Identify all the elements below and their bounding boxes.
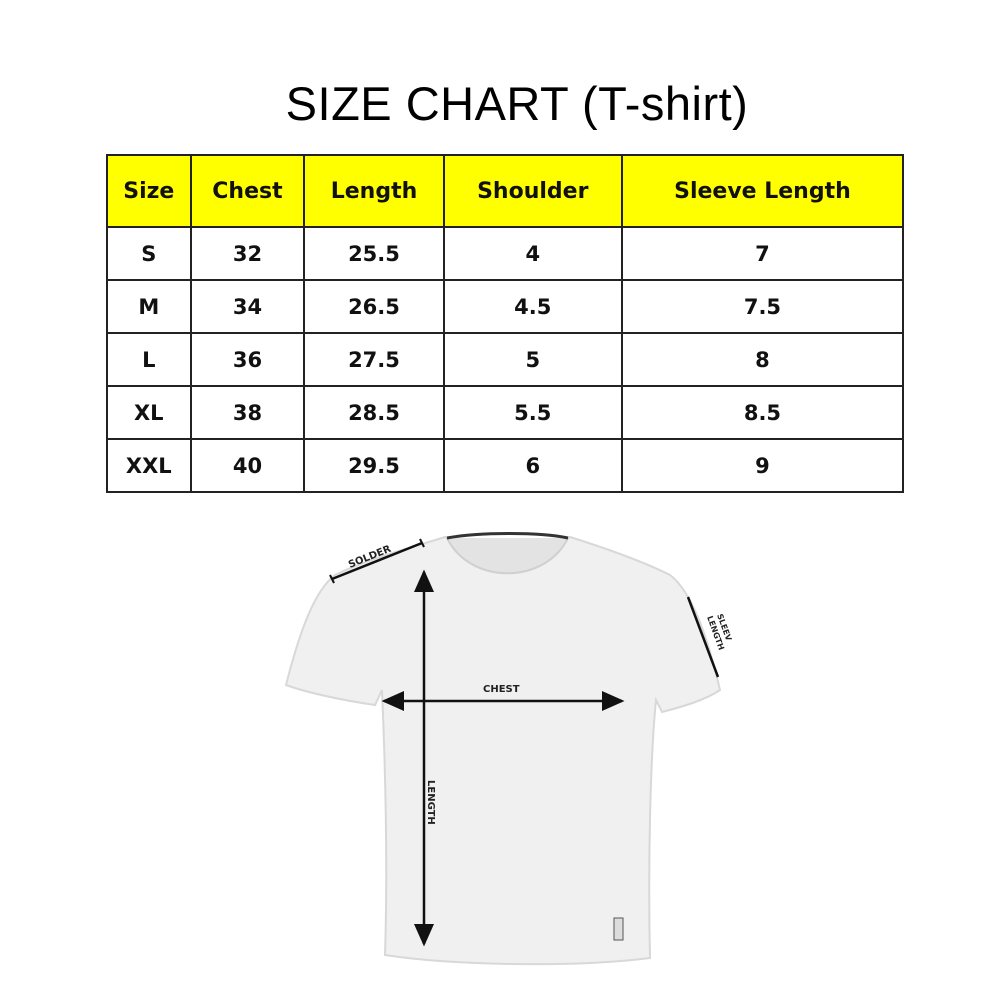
table-cell: L [106,332,192,387]
table-cell: 28.5 [303,385,445,440]
column-header-chest: Chest [189,154,306,228]
length-label: LENGTH [425,780,436,825]
table-cell: 5 [442,332,623,387]
table-cell: XL [106,385,192,440]
table-cell: 4.5 [442,279,623,334]
table-cell: 4 [442,226,623,281]
table-cell: 27.5 [303,332,445,387]
table-row: L 36 27.5 5 8 [106,332,905,387]
table-cell: 29.5 [303,438,445,493]
table-row: XXL 40 29.5 6 9 [106,438,905,493]
table-cell: 36 [189,332,306,387]
table-cell: 9 [620,438,905,493]
shoulder-marker [329,538,425,584]
table-cell: 40 [189,438,306,493]
table-cell: XXL [106,438,192,493]
table-row: M 34 26.5 4.5 7.5 [106,279,905,334]
column-header-size: Size [106,154,192,228]
chest-label: CHEST [483,684,520,695]
page-title: SIZE CHART (T-shirt) [285,77,749,130]
table-cell: 5.5 [442,385,623,440]
column-header-shoulder: Shoulder [442,154,623,228]
table-cell: 38 [189,385,306,440]
table-cell: 6 [442,438,623,493]
size-chart-table: Size Chest Length Shoulder Sleeve Length S 32… [106,154,905,493]
table-cell: 26.5 [303,279,445,334]
tshirt-illustration [284,532,722,966]
table-cell: 25.5 [303,226,445,281]
sleeve-marker [686,596,720,678]
table-cell: S [106,226,192,281]
table-cell: 7.5 [620,279,905,334]
column-header-sleeve-length: Sleeve Length [620,154,905,228]
table-cell: 8 [620,332,905,387]
table-header-row: Size Chest Length Shoulder Sleeve Length [106,154,905,228]
tag-icon [613,917,624,941]
table-cell: 34 [189,279,306,334]
table-cell: 8.5 [620,385,905,440]
table-cell: M [106,279,192,334]
column-header-length: Length [303,154,445,228]
table-row: S 32 25.5 4 7 [106,226,905,281]
table-cell: 32 [189,226,306,281]
table-row: XL 38 28.5 5.5 8.5 [106,385,905,440]
table-cell: 7 [620,226,905,281]
